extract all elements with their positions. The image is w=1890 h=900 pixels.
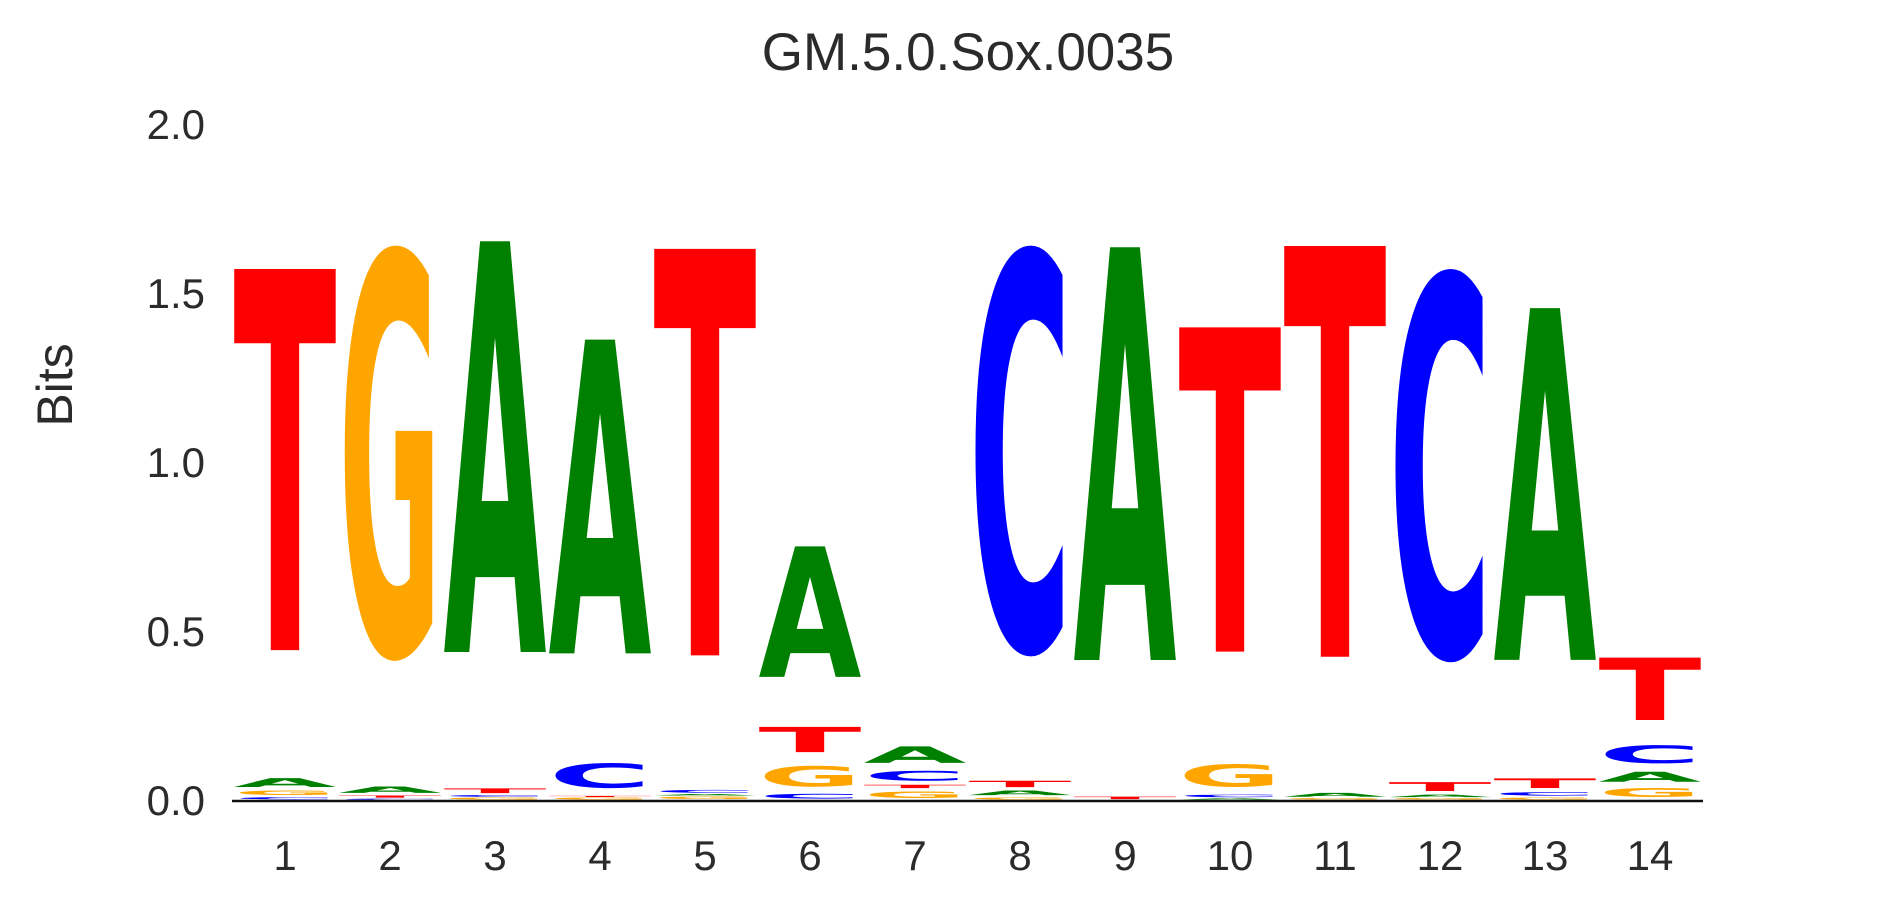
y-tick-label: 0.0 [147, 777, 205, 824]
logo-letter-g-pos14: G [1599, 785, 1702, 800]
logo-letter-a-pos3: A [444, 129, 548, 786]
logo-letter-a-pos13: A [1494, 214, 1598, 774]
logo-letter-a-pos7: A [864, 742, 967, 768]
x-tick-labels: 1 2 3 4 5 6 7 8 9 10 11 12 13 14 [273, 832, 1673, 879]
x-tick-label: 5 [693, 832, 716, 879]
logo-letter-a-pos12: A [1389, 794, 1492, 798]
logo-letter-g-pos5: G [654, 796, 757, 800]
y-tick-label: 2.0 [147, 101, 205, 148]
x-tick-label: 9 [1113, 832, 1136, 879]
logo-letter-a-pos2: A [339, 785, 442, 795]
y-axis-label: Bits [27, 343, 83, 426]
logo-letter-c-pos14: C [1599, 741, 1702, 769]
logo-letter-g-pos10: G [1179, 758, 1282, 794]
x-tick-label: 12 [1417, 832, 1464, 879]
logo-letter-g-pos3: G [444, 797, 547, 800]
logo-letter-a-pos14: A [1599, 769, 1702, 785]
logo-letter-g-pos6: G [759, 761, 862, 793]
logo-letter-c-pos8: C [969, 145, 1072, 778]
logo-letter-t-pos5: T [654, 139, 758, 787]
logo-letter-t-pos14: T [1599, 641, 1702, 741]
logo-letter-a-pos11: A [1284, 792, 1387, 798]
logo-letter-t-pos3: T [444, 787, 547, 794]
logo-letter-a-pos4: A [549, 255, 653, 756]
logo-letter-c-pos10: C [1179, 794, 1282, 798]
logo-letter-c-pos3: C [444, 795, 547, 798]
logo-letter-t-pos6: T [759, 720, 862, 761]
x-tick-label: 2 [378, 832, 401, 879]
logo-letter-c-pos12: C [1389, 172, 1492, 778]
logo-letter-c-pos13: C [1494, 791, 1597, 796]
logo-letter-t-pos11: T [1284, 135, 1388, 791]
logo-letter-c-pos1: C [234, 797, 337, 800]
logo-letter-t-pos1: T [234, 165, 338, 774]
logo-letter-a-pos8: A [969, 789, 1072, 796]
logo-letter-c-pos2: C [339, 798, 442, 800]
logo-letter-t-pos9: T [1074, 796, 1177, 800]
x-tick-label: 3 [483, 832, 506, 879]
logo-letter-c-pos7: C [864, 768, 967, 784]
x-tick-label: 1 [273, 832, 296, 879]
x-tick-label: 10 [1207, 832, 1254, 879]
x-tick-label: 14 [1627, 832, 1674, 879]
logo-letter-a-pos6: A [759, 512, 862, 720]
logo-letter-g-pos11: G [1284, 798, 1387, 800]
x-tick-label: 7 [903, 832, 926, 879]
x-tick-label: 8 [1008, 832, 1031, 879]
logo-letter-t-pos2: T [339, 795, 442, 798]
logo-letter-stacks: CGATCTAGGCTAGTCAGACTCGTAGTCAGATCTAACGTGA… [234, 129, 1702, 800]
y-tick-label: 0.5 [147, 608, 205, 655]
logo-letter-g-pos1: G [234, 790, 337, 797]
logo-letter-c-pos5: C [654, 789, 757, 793]
x-tick-label: 6 [798, 832, 821, 879]
logo-letter-a-pos1: A [234, 776, 337, 790]
logo-letter-a-pos5: A [654, 794, 757, 796]
chart-title: GM.5.0.Sox.0035 [762, 23, 1174, 82]
y-tick-label: 1.0 [147, 439, 205, 486]
logo-letter-g-pos8: G [969, 797, 1072, 800]
logo-letter-g-pos13: G [1494, 797, 1597, 800]
x-tick-label: 11 [1313, 832, 1357, 879]
x-tick-label: 4 [588, 832, 611, 879]
logo-letter-g-pos12: G [1389, 798, 1492, 800]
logo-letter-t-pos8: T [969, 779, 1072, 789]
logo-letter-a-pos9: A [1074, 134, 1178, 793]
logo-letter-t-pos10: T [1179, 241, 1283, 758]
logo-letter-c-pos4: C [549, 757, 652, 796]
logo-letter-g-pos4: G [549, 797, 652, 800]
logo-letter-g-pos7: G [864, 789, 967, 800]
logo-letter-g-pos2: G [339, 143, 442, 783]
x-tick-label: 13 [1522, 832, 1569, 879]
y-tick-labels: 0.0 0.5 1.0 1.5 2.0 [147, 101, 205, 824]
logo-letter-c-pos6: C [759, 793, 862, 800]
logo-letter-t-pos4: T [549, 796, 652, 798]
y-tick-label: 1.5 [147, 270, 205, 317]
logo-letter-a-pos10: A [1179, 798, 1282, 800]
logo-letter-t-pos7: T [864, 784, 967, 789]
logo-letter-t-pos12: T [1389, 780, 1492, 794]
logo-letter-t-pos13: T [1494, 776, 1597, 791]
